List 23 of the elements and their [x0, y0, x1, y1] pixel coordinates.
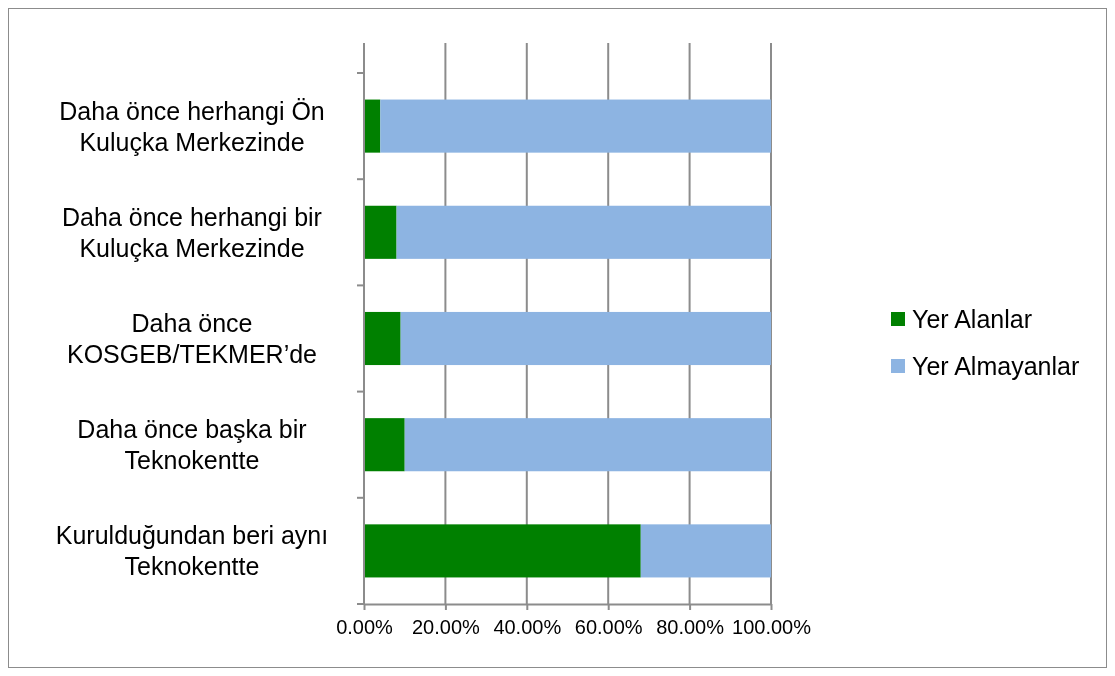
y-tick-label: Daha önce herhangi Ön Kuluçka Merkezinde [59, 96, 325, 156]
bar [364, 418, 405, 472]
bar [380, 99, 771, 153]
x-tick-label: 20.00% [411, 616, 481, 638]
x-tick-label: 100.00% [732, 616, 812, 638]
x-tick-label: 40.00% [493, 616, 562, 638]
y-tick-label: Daha önce başka bir Teknokentte [77, 415, 307, 475]
bar [404, 418, 771, 472]
bar [364, 205, 397, 259]
bar [364, 311, 401, 366]
legend-label: Yer Almayanlar [912, 352, 1080, 380]
x-tick-label: 0.00% [336, 616, 394, 638]
y-tick-label: Daha önce herhangi bir Kuluçka Merkezinde [62, 202, 322, 262]
bar [364, 524, 641, 578]
bar [396, 205, 771, 259]
bar [364, 99, 381, 153]
y-tick-label: Kurulduğundan beri aynı Teknokentte [55, 521, 329, 581]
legend-label: Yer Alanlar [912, 305, 1032, 333]
x-tick-label: 60.00% [574, 616, 643, 638]
y-tick-label: Daha önce KOSGEB/TEKMER’de [66, 309, 318, 368]
bar [640, 524, 771, 578]
bar [400, 311, 771, 366]
x-tick-label: 80.00% [656, 616, 725, 638]
